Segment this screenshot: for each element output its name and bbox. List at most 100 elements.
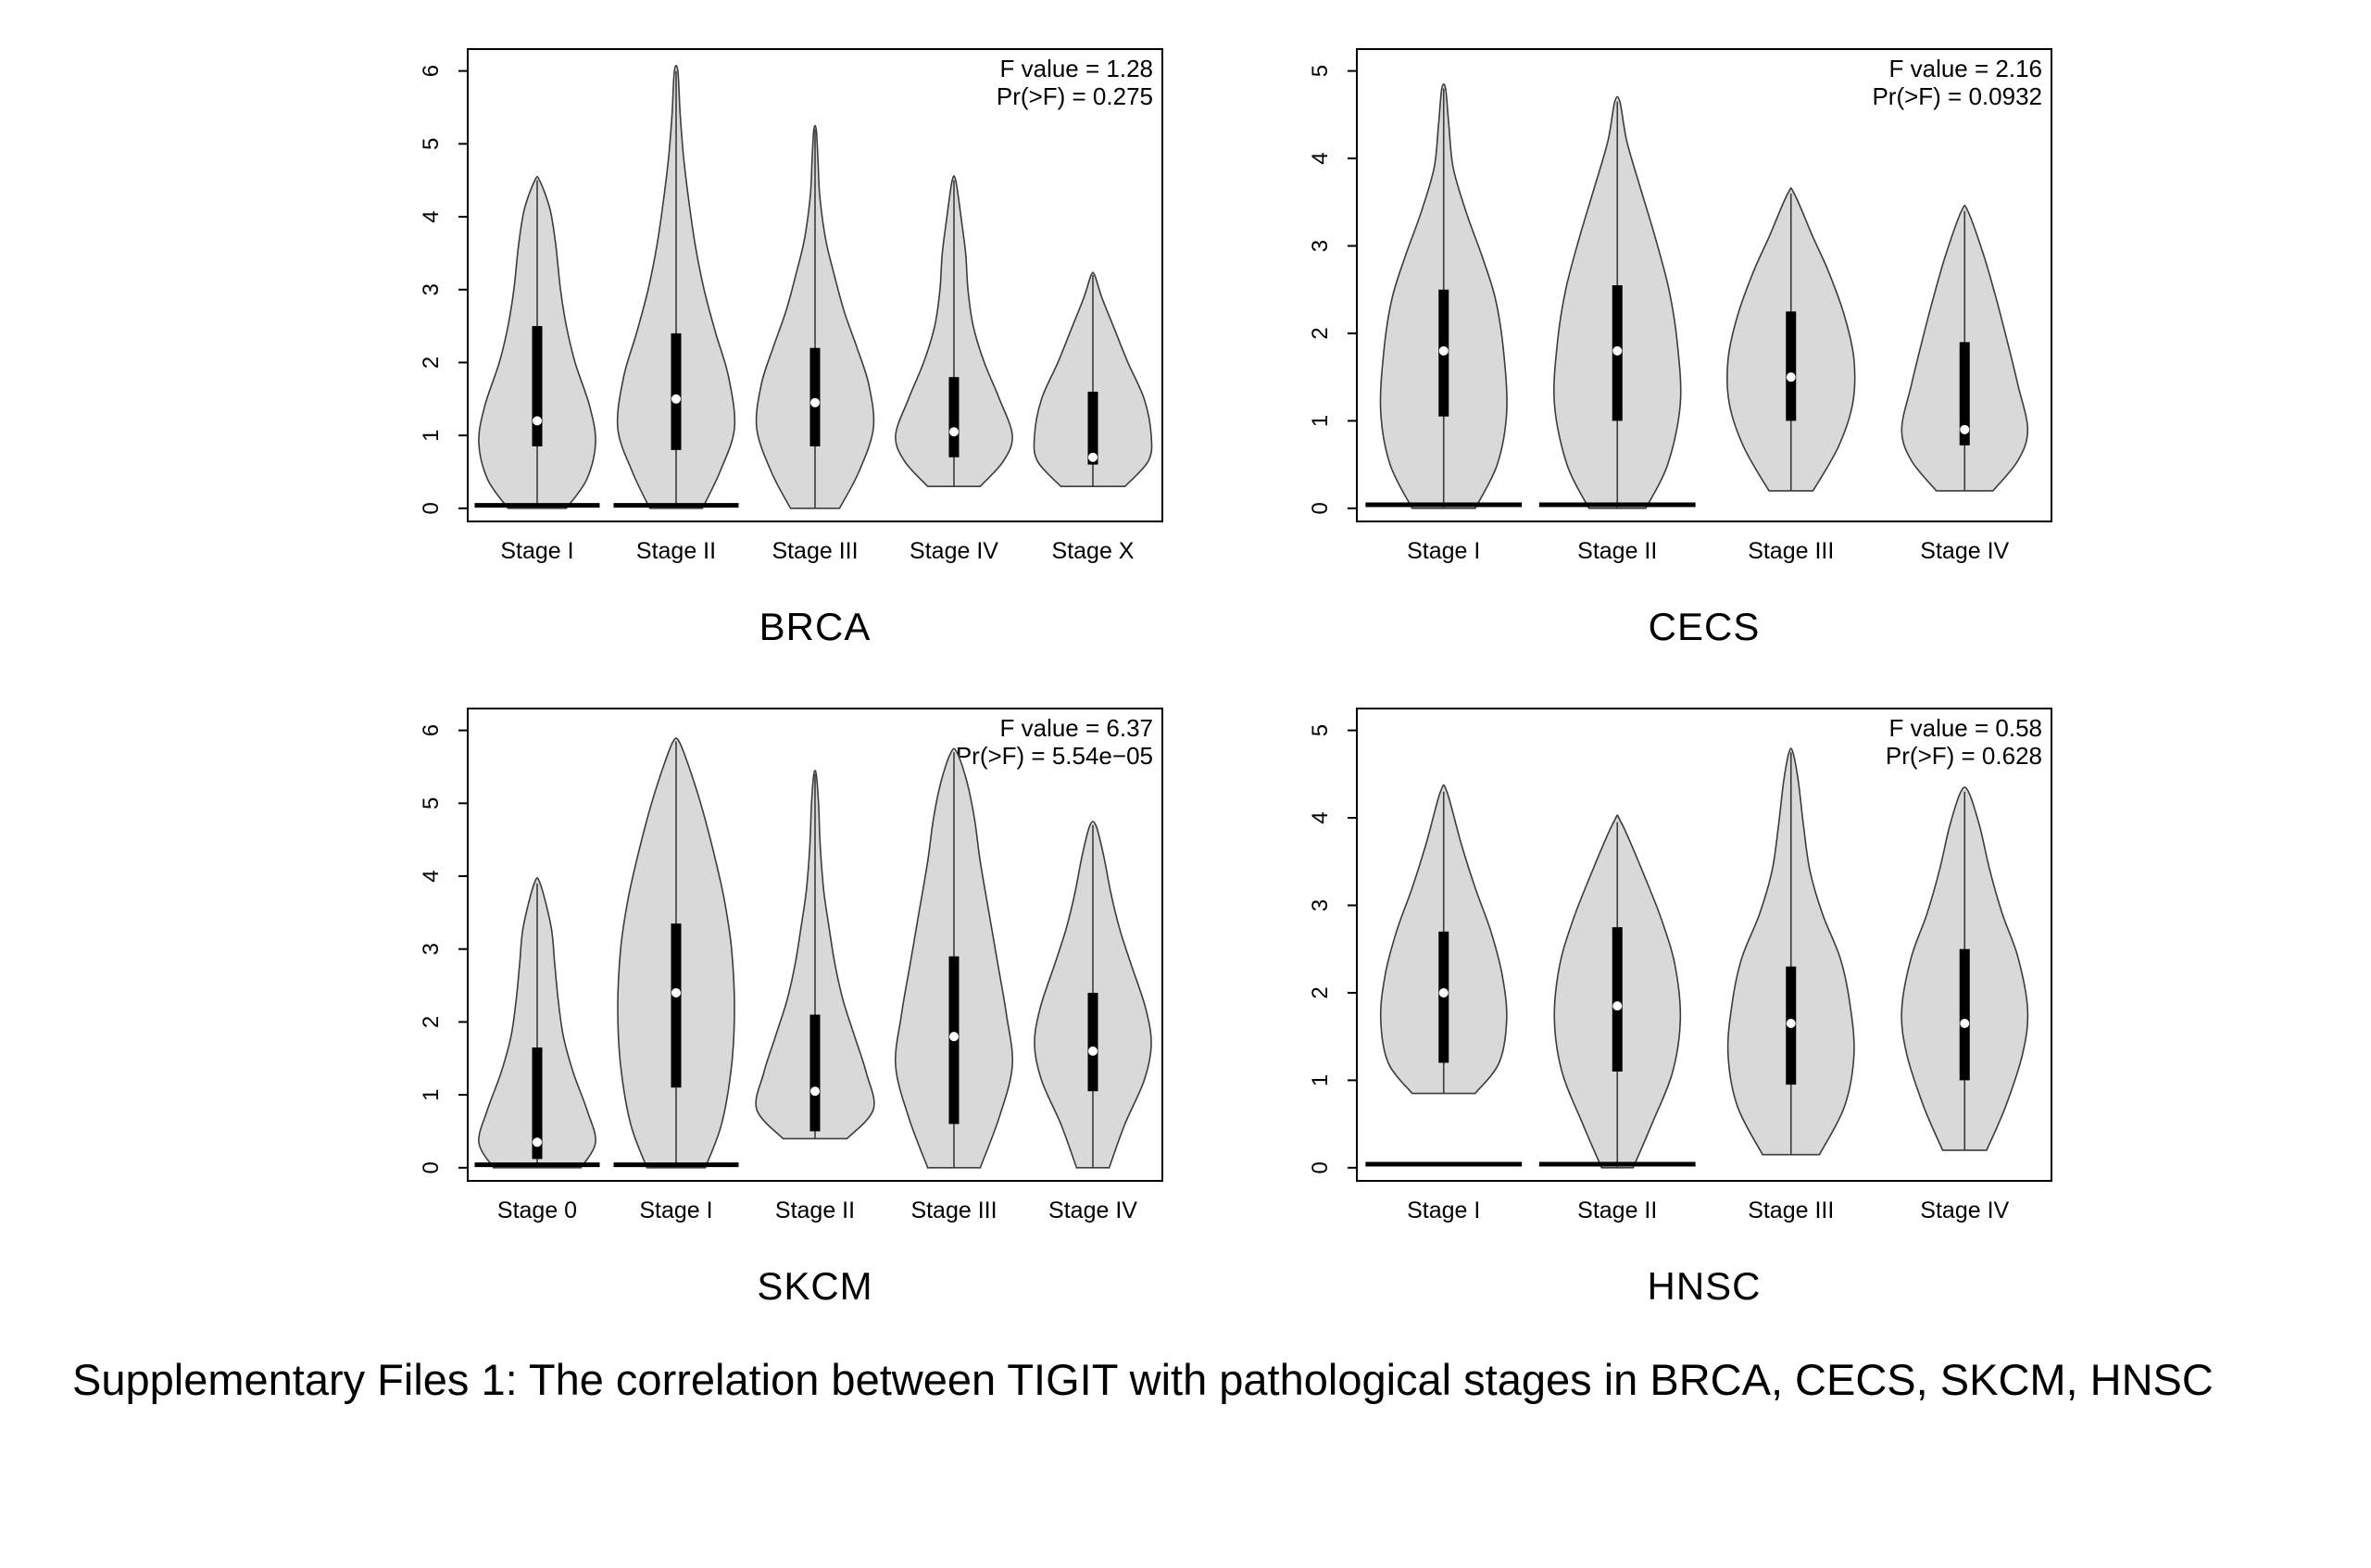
x-category-label: Stage II (1577, 538, 1657, 564)
stats-text: F value = 1.28 (1000, 55, 1154, 82)
iqr-box (671, 923, 682, 1088)
y-tick-label: 0 (1308, 1161, 1333, 1173)
y-tick-label: 3 (419, 943, 444, 955)
y-tick-label: 4 (1308, 811, 1333, 823)
x-category-label: Stage III (772, 538, 858, 564)
x-category-label: Stage II (1577, 1198, 1657, 1223)
x-category-label: Stage III (1748, 1198, 1834, 1223)
x-category-label: Stage II (636, 538, 716, 564)
median-dot (1960, 424, 1970, 434)
x-category-label: Stage III (1748, 538, 1834, 564)
y-tick-label: 2 (419, 357, 444, 369)
y-tick-label: 4 (419, 210, 444, 222)
iqr-box (1087, 992, 1098, 1092)
panel-cecs: 0 1 2 3 4 5 F value = 2.16 Pr(>F) = 0.0932 Stage… (1255, 23, 2070, 649)
y-tick-label: 2 (419, 1016, 444, 1028)
y-tick-label: 2 (1308, 327, 1333, 339)
y-tick-label: 3 (1308, 240, 1333, 252)
y-tick-label: 5 (1308, 724, 1333, 736)
y-tick-label: 0 (1308, 502, 1333, 514)
stats-text: F value = 0.58 (1889, 714, 2043, 742)
median-dot (1612, 345, 1623, 356)
y-tick-label: 1 (419, 1088, 444, 1100)
median-dot (810, 397, 820, 408)
stats-text: Pr(>F) = 0.275 (997, 82, 1153, 110)
iqr-box (1087, 391, 1098, 465)
y-tick-label: 1 (1308, 1074, 1333, 1086)
stats-text: Pr(>F) = 0.628 (1886, 742, 2042, 770)
y-tick-label: 2 (1308, 986, 1333, 998)
iqr-box (809, 347, 821, 446)
panel-title-hnsc: HNSC (1647, 1264, 1762, 1308)
median-dot (949, 427, 959, 437)
plot-frame (467, 708, 1163, 1182)
stats-text: F value = 2.16 (1889, 55, 2043, 82)
median-dot (533, 416, 542, 426)
x-category-label: Stage IV (1920, 1198, 2009, 1223)
y-tick-label: 3 (1308, 899, 1333, 911)
stats-text: F value = 6.37 (1000, 714, 1154, 742)
panel-skcm: 0 1 2 3 4 5 6 F value = 6.37 Pr(>F) = 5.54e−05 St… (366, 683, 1181, 1309)
y-tick-label: 5 (1308, 65, 1333, 77)
plot-frame (1356, 48, 2052, 522)
y-tick-label: 4 (1308, 152, 1333, 164)
y-tick-label: 5 (419, 797, 444, 809)
median-dot (1438, 987, 1449, 997)
panel-hnsc: 0 1 2 3 4 5 F value = 0.58 Pr(>F) = 0.628 Stage … (1255, 683, 2070, 1309)
y-tick-label: 6 (419, 724, 444, 736)
x-category-label: Stage III (910, 1198, 997, 1223)
y-tick-label: 4 (419, 870, 444, 882)
x-category-label: Stage 0 (497, 1198, 577, 1223)
y-tick-label: 5 (419, 138, 444, 150)
x-category-label: Stage IV (1920, 538, 2009, 564)
x-category-label: Stage I (639, 1198, 712, 1223)
median-dot (533, 1137, 542, 1148)
y-tick-label: 3 (419, 283, 444, 295)
figure-caption: Supplementary Files 1: The correlation b… (72, 1355, 2214, 1404)
median-dot (1960, 1019, 1970, 1028)
y-tick-label: 0 (419, 1161, 444, 1173)
median-dot (810, 1086, 820, 1097)
iqr-box (532, 326, 543, 446)
panel-title-skcm: SKCM (757, 1264, 873, 1308)
median-dot (1088, 452, 1098, 462)
median-dot (1786, 1019, 1796, 1028)
iqr-box (809, 1014, 821, 1132)
median-dot (1612, 1001, 1623, 1011)
panel-title-brca: BRCA (759, 605, 872, 648)
median-dot (949, 1032, 959, 1042)
iqr-box (1786, 311, 1797, 421)
median-dot (1088, 1046, 1098, 1056)
y-tick-label: 0 (419, 502, 444, 514)
x-category-label: Stage IV (910, 538, 998, 564)
x-category-label: Stage I (1407, 538, 1480, 564)
x-category-label: Stage I (1407, 1198, 1480, 1223)
x-category-label: Stage X (1052, 538, 1135, 564)
median-dot (671, 394, 681, 404)
iqr-box (948, 377, 960, 458)
median-dot (671, 987, 681, 997)
iqr-box (1959, 342, 1970, 445)
median-dot (1786, 372, 1796, 383)
y-tick-label: 1 (1308, 415, 1333, 427)
median-dot (1438, 345, 1449, 356)
x-category-label: Stage IV (1048, 1198, 1137, 1223)
stats-text: Pr(>F) = 5.54e−05 (956, 742, 1153, 770)
y-tick-label: 1 (419, 429, 444, 441)
y-tick-label: 6 (419, 65, 444, 77)
iqr-box (1612, 927, 1623, 1072)
stats-text: Pr(>F) = 0.0932 (1872, 82, 2042, 110)
iqr-box (671, 332, 682, 450)
iqr-box (532, 1047, 543, 1160)
plot-frame (1356, 708, 2052, 1182)
panel-title-cecs: CECS (1648, 605, 1761, 648)
x-category-label: Stage I (500, 538, 573, 564)
plot-frame (467, 48, 1163, 522)
x-category-label: Stage II (775, 1198, 855, 1223)
iqr-box (1959, 948, 1970, 1081)
